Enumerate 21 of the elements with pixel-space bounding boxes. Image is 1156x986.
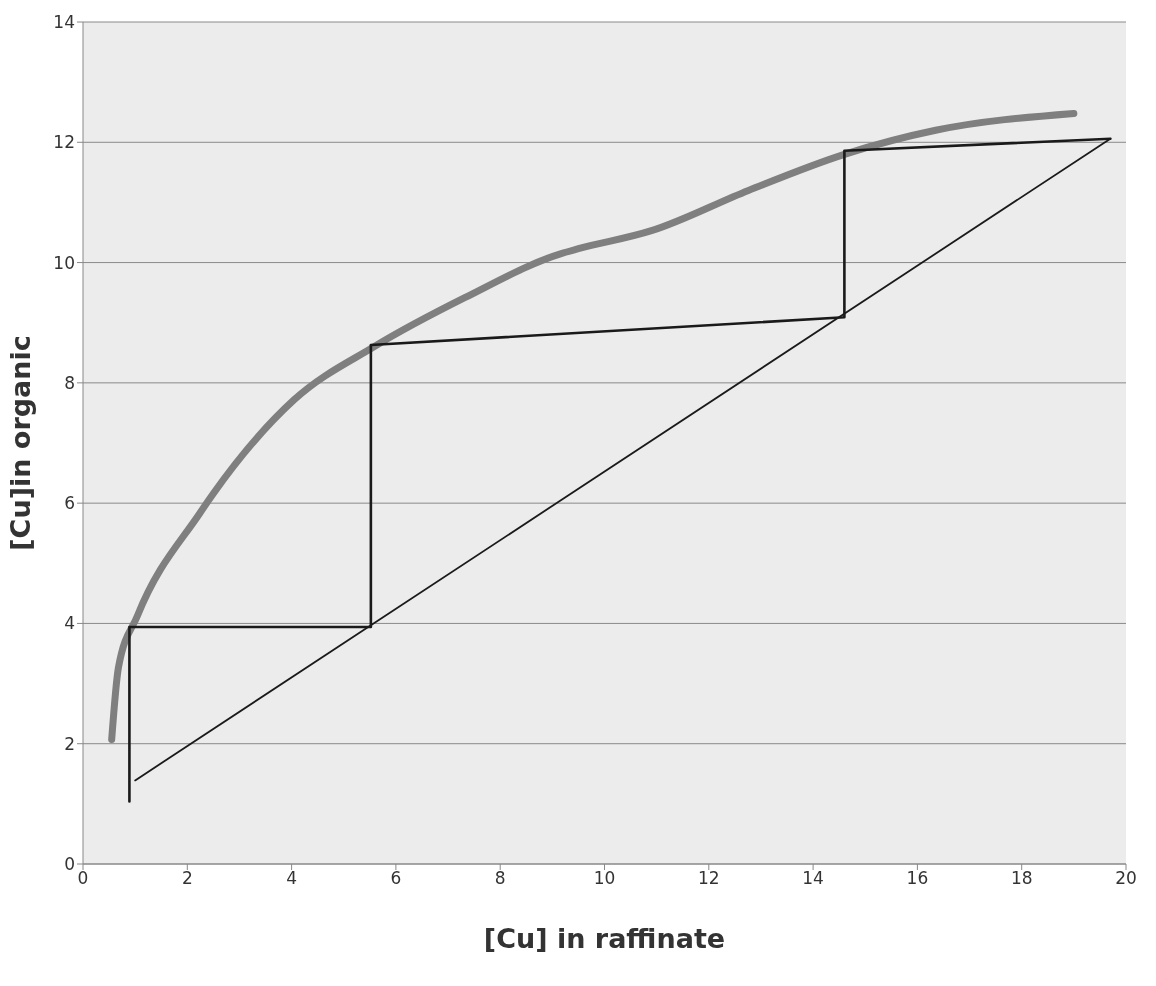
- y-tick-label: 4: [64, 613, 75, 634]
- y-tick-label: 2: [64, 733, 75, 754]
- x-tick-label: 6: [390, 868, 402, 889]
- x-tick-label: 16: [906, 868, 929, 889]
- y-tick-label: 6: [64, 493, 75, 514]
- y-tick-label: 0: [64, 854, 75, 875]
- x-tick-label: 14: [802, 868, 824, 889]
- y-tick-label: 8: [64, 372, 75, 393]
- y-tick-label: 14: [53, 12, 75, 33]
- x-tick-label: 20: [1115, 868, 1137, 889]
- x-axis-title: [Cu] in raffinate: [483, 923, 726, 954]
- x-tick-label: 8: [494, 868, 506, 889]
- x-tick-label: 2: [181, 868, 193, 889]
- x-tick-label: 0: [77, 868, 89, 889]
- x-tick-label: 10: [593, 868, 616, 889]
- y-tick-label: 12: [53, 132, 75, 153]
- x-tick-label: 4: [286, 868, 298, 889]
- y-axis-title: [Cu]in organic: [4, 335, 36, 551]
- x-tick-label: 12: [697, 868, 720, 889]
- x-tick-label: 18: [1010, 868, 1033, 889]
- y-tick-label: 10: [53, 252, 75, 273]
